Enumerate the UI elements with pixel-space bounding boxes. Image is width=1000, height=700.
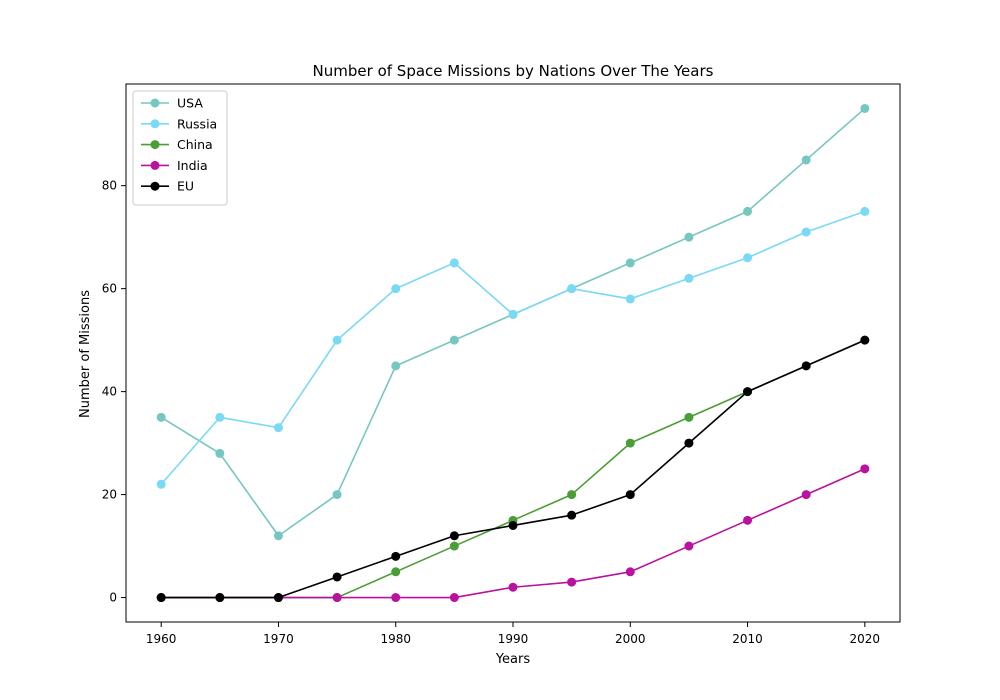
legend-swatch-marker bbox=[150, 140, 160, 150]
data-point-eu bbox=[391, 551, 401, 561]
y-axis-label: Number of Missions bbox=[78, 290, 93, 418]
y-tick-label: 80 bbox=[102, 179, 117, 193]
data-point-eu bbox=[567, 510, 577, 520]
legend-swatch-marker bbox=[150, 160, 160, 170]
data-point-eu bbox=[684, 438, 694, 448]
data-point-usa bbox=[449, 335, 459, 345]
data-point-usa bbox=[860, 103, 870, 113]
data-point-india bbox=[743, 515, 753, 525]
legend-item-russia: Russia bbox=[141, 116, 217, 131]
data-point-china bbox=[391, 567, 401, 577]
data-point-india bbox=[391, 593, 401, 603]
y-tick-label: 20 bbox=[102, 488, 117, 502]
data-point-usa bbox=[801, 155, 811, 165]
y-tick-label: 60 bbox=[102, 282, 117, 296]
data-point-russia bbox=[508, 309, 518, 319]
data-point-russia bbox=[567, 284, 577, 294]
data-point-eu bbox=[156, 593, 166, 603]
data-point-china bbox=[449, 541, 459, 551]
data-point-china bbox=[625, 438, 635, 448]
legend-swatch-marker bbox=[150, 98, 160, 108]
data-point-usa bbox=[625, 258, 635, 268]
data-point-russia bbox=[449, 258, 459, 268]
series-eu bbox=[156, 335, 870, 603]
series-line-usa bbox=[160, 107, 866, 537]
data-point-russia bbox=[625, 294, 635, 304]
data-point-india bbox=[567, 577, 577, 587]
series-usa bbox=[156, 103, 870, 541]
series-line-eu bbox=[161, 339, 866, 599]
data-point-usa bbox=[391, 361, 401, 371]
legend-label: EU bbox=[177, 179, 194, 194]
chart-title: Number of Space Missions by Nations Over… bbox=[313, 62, 714, 80]
legend-item-eu: EU bbox=[141, 179, 194, 194]
legend-label: USA bbox=[177, 96, 203, 111]
data-point-india bbox=[860, 464, 870, 474]
legend-swatch-marker bbox=[150, 119, 160, 129]
data-point-russia bbox=[860, 206, 870, 216]
plot-series bbox=[156, 103, 870, 603]
data-point-russia bbox=[801, 227, 811, 237]
legend-label: Russia bbox=[177, 116, 217, 131]
data-point-usa bbox=[156, 412, 166, 422]
y-tick-label: 0 bbox=[109, 591, 117, 605]
series-india bbox=[156, 464, 870, 603]
data-point-russia bbox=[215, 412, 225, 422]
legend-item-india: India bbox=[141, 158, 208, 173]
data-point-india bbox=[801, 490, 811, 500]
data-point-eu bbox=[332, 572, 342, 582]
x-axis-label: Years bbox=[495, 652, 531, 667]
data-point-russia bbox=[156, 479, 166, 489]
data-point-eu bbox=[273, 593, 283, 603]
data-point-china bbox=[684, 412, 694, 422]
x-tick-label: 2010 bbox=[732, 632, 763, 646]
legend-label: India bbox=[177, 158, 208, 173]
series-line-china bbox=[161, 339, 866, 599]
x-tick-label: 2000 bbox=[615, 632, 646, 646]
data-point-eu bbox=[801, 361, 811, 371]
legend-label: China bbox=[177, 137, 213, 152]
data-point-eu bbox=[743, 387, 753, 397]
legend-box bbox=[132, 90, 228, 206]
x-tick-label: 1970 bbox=[263, 632, 294, 646]
data-point-usa bbox=[332, 490, 342, 500]
data-point-india bbox=[449, 593, 459, 603]
plot-frame bbox=[125, 83, 901, 623]
x-tick-label: 1980 bbox=[380, 632, 411, 646]
data-point-eu bbox=[215, 593, 225, 603]
series-china bbox=[156, 335, 870, 603]
data-point-eu bbox=[508, 520, 518, 530]
data-point-china bbox=[567, 490, 577, 500]
data-point-russia bbox=[391, 284, 401, 294]
series-line-russia bbox=[160, 210, 866, 485]
legend: USA Russia China India EU bbox=[132, 90, 228, 206]
data-point-usa bbox=[743, 206, 753, 216]
series-line-india bbox=[161, 468, 866, 599]
y-tick-label: 40 bbox=[102, 385, 117, 399]
data-point-india bbox=[508, 582, 518, 592]
data-point-eu bbox=[449, 531, 459, 541]
legend-item-china: China bbox=[141, 137, 213, 152]
data-point-russia bbox=[684, 273, 694, 283]
data-point-usa bbox=[215, 448, 225, 458]
data-point-usa bbox=[273, 531, 283, 541]
data-point-india bbox=[332, 593, 342, 603]
data-point-eu bbox=[860, 335, 870, 345]
x-tick-label: 2020 bbox=[850, 632, 881, 646]
data-point-usa bbox=[684, 232, 694, 242]
legend-swatch-marker bbox=[150, 181, 160, 191]
data-point-russia bbox=[273, 423, 283, 433]
data-point-eu bbox=[625, 490, 635, 500]
series-russia bbox=[156, 206, 870, 489]
x-tick-label: 1990 bbox=[498, 632, 529, 646]
data-point-russia bbox=[743, 253, 753, 263]
legend-item-usa: USA bbox=[141, 96, 203, 111]
axis-ticks: 1960 1970 1980 1990 2000 2010 2020 0 20 40 60 80 bbox=[102, 179, 880, 646]
data-point-india bbox=[625, 567, 635, 577]
x-tick-label: 1960 bbox=[146, 632, 177, 646]
data-point-india bbox=[684, 541, 694, 551]
data-point-russia bbox=[332, 335, 342, 345]
